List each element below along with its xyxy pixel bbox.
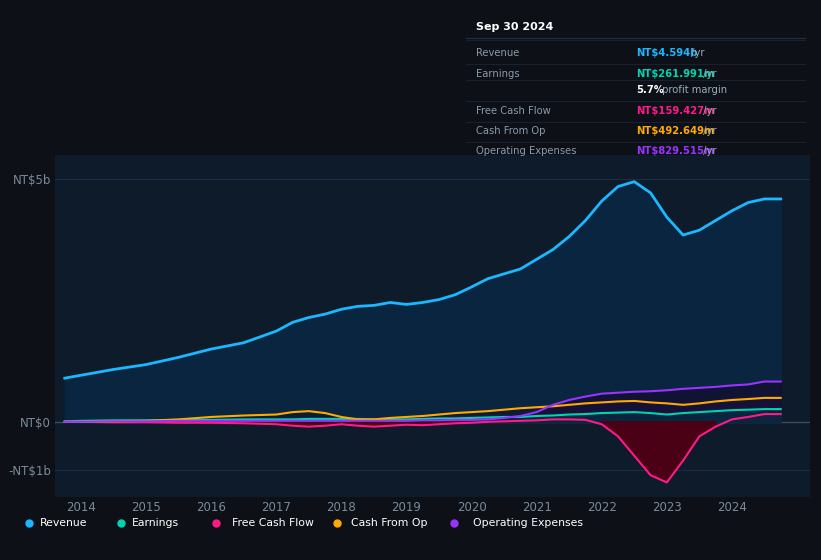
Text: 5.7%: 5.7% (636, 85, 664, 95)
Text: Revenue: Revenue (40, 518, 88, 528)
Text: Earnings: Earnings (476, 69, 520, 79)
Text: Cash From Op: Cash From Op (476, 127, 546, 137)
Text: NT$4.594b: NT$4.594b (636, 48, 698, 58)
Text: /yr: /yr (699, 146, 716, 156)
Text: /yr: /yr (699, 127, 716, 137)
Text: Operating Expenses: Operating Expenses (473, 518, 583, 528)
Text: NT$159.427m: NT$159.427m (636, 106, 714, 116)
Text: NT$829.515m: NT$829.515m (636, 146, 714, 156)
Text: Sep 30 2024: Sep 30 2024 (476, 22, 553, 32)
Text: Free Cash Flow: Free Cash Flow (232, 518, 314, 528)
Text: NT$492.649m: NT$492.649m (636, 127, 714, 137)
Text: /yr: /yr (699, 106, 716, 116)
Text: NT$261.991m: NT$261.991m (636, 69, 714, 79)
Text: Cash From Op: Cash From Op (351, 518, 428, 528)
Text: /yr: /yr (699, 69, 716, 79)
Text: Revenue: Revenue (476, 48, 520, 58)
Text: Operating Expenses: Operating Expenses (476, 146, 576, 156)
Text: profit margin: profit margin (659, 85, 727, 95)
Text: /yr: /yr (688, 48, 704, 58)
Text: Free Cash Flow: Free Cash Flow (476, 106, 551, 116)
Text: Earnings: Earnings (132, 518, 179, 528)
